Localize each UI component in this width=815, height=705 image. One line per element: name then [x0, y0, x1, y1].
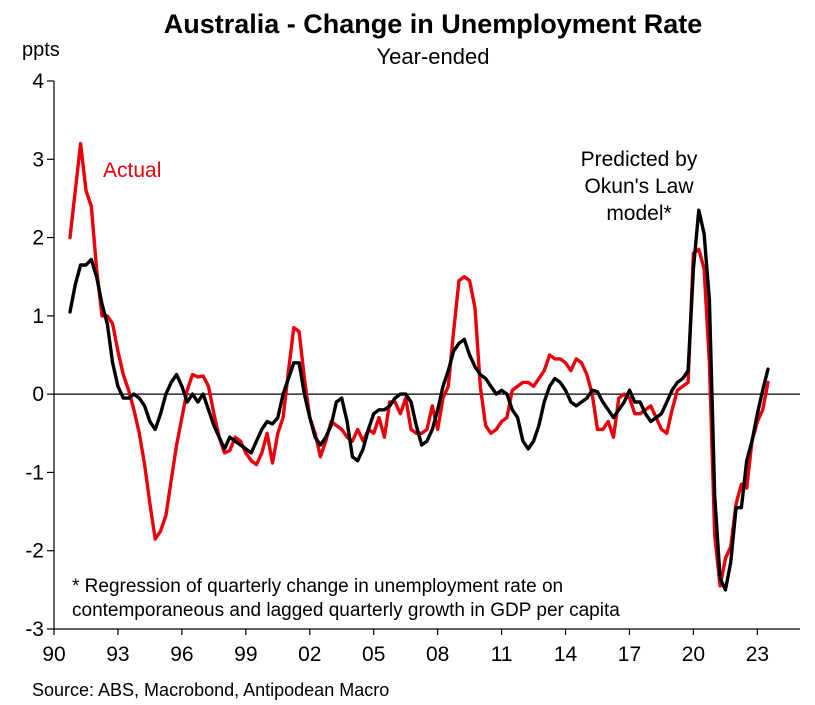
x-tick-label: 02 — [298, 643, 321, 666]
x-tick-label: 08 — [426, 643, 449, 666]
y-axis-unit-label: ppts — [22, 39, 60, 61]
y-tick-label: 4 — [32, 70, 44, 93]
x-tick-label: 20 — [682, 643, 705, 666]
series-layer — [68, 141, 770, 592]
predicted-series-label-line-1: Predicted by — [581, 148, 698, 171]
chart-title: Australia - Change in Unemployment Rate — [164, 9, 703, 39]
x-tick-label: 17 — [618, 643, 641, 666]
y-tick-label: -1 — [25, 461, 44, 484]
x-tick-label: 14 — [554, 643, 578, 666]
x-tick-label: 93 — [106, 643, 129, 666]
predicted-series-line — [68, 208, 770, 592]
y-axis: 4 3 2 1 0 -1 -2 -3 — [25, 70, 55, 641]
x-tick-label: 96 — [170, 643, 193, 666]
y-tick-label: -2 — [25, 540, 44, 563]
chart-subtitle: Year-ended — [377, 44, 490, 69]
x-tick-label: 90 — [42, 643, 65, 666]
predicted-series-label-line-3: model* — [606, 202, 671, 225]
y-tick-label: 0 — [32, 383, 44, 406]
footnote-line-1: * Regression of quarterly change in unem… — [72, 576, 563, 597]
source-note: Source: ABS, Macrobond, Antipodean Macro — [32, 680, 389, 700]
footnote-line-2: contemporaneous and lagged quarterly gro… — [72, 600, 620, 621]
x-tick-label: 05 — [362, 643, 385, 666]
y-tick-label: 1 — [32, 305, 44, 328]
actual-series-label: Actual — [103, 159, 161, 182]
y-tick-label: -3 — [25, 618, 44, 641]
x-tick-label: 99 — [234, 643, 257, 666]
x-tick-label: 23 — [746, 643, 769, 666]
predicted-series-label-line-2: Okun's Law — [584, 175, 694, 198]
x-tick-label: 11 — [491, 643, 513, 666]
y-tick-label: 3 — [32, 148, 44, 171]
y-tick-label: 2 — [32, 227, 44, 250]
